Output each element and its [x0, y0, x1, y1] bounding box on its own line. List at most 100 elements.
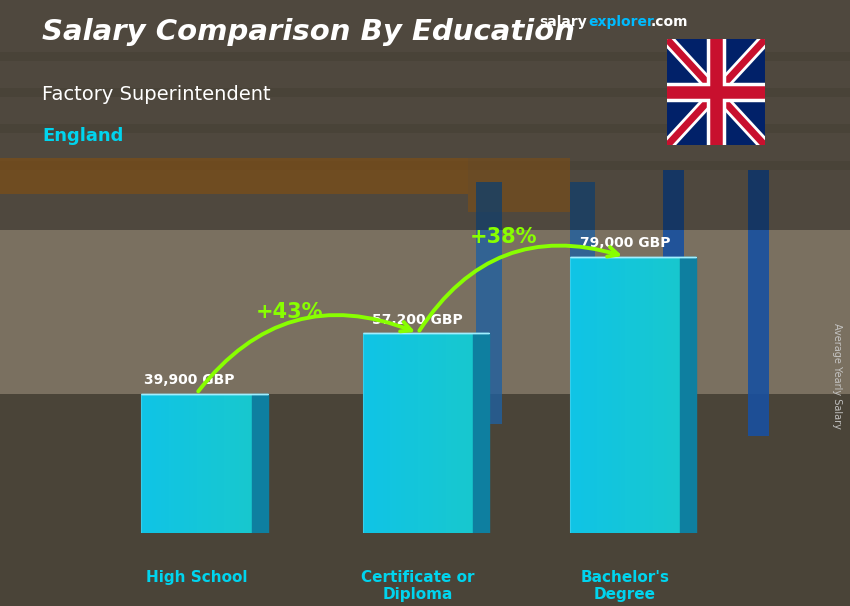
Bar — [163, 393, 166, 533]
Bar — [610, 257, 612, 533]
Bar — [201, 393, 202, 533]
Bar — [436, 333, 439, 533]
Text: +43%: +43% — [256, 302, 323, 322]
Bar — [0, 88, 850, 97]
Bar — [403, 333, 405, 533]
Text: Average Yearly Salary: Average Yearly Salary — [832, 323, 842, 428]
Bar — [638, 257, 640, 533]
Bar — [173, 393, 175, 533]
Bar — [224, 393, 226, 533]
Bar — [571, 257, 574, 533]
Bar — [464, 333, 466, 533]
Bar — [147, 393, 149, 533]
Bar — [160, 393, 162, 533]
Bar — [388, 333, 390, 533]
Text: Certificate or
Diploma: Certificate or Diploma — [361, 570, 474, 602]
Bar — [660, 257, 662, 533]
Bar — [449, 333, 451, 533]
Bar — [653, 257, 655, 533]
Bar — [165, 393, 167, 533]
Bar — [675, 257, 677, 533]
Bar — [154, 393, 156, 533]
Bar — [651, 257, 653, 533]
Bar — [453, 333, 455, 533]
Bar — [586, 257, 588, 533]
FancyArrowPatch shape — [419, 245, 618, 331]
Bar — [401, 333, 404, 533]
Bar — [468, 333, 470, 533]
Bar — [167, 393, 169, 533]
Bar — [385, 333, 387, 533]
Bar — [645, 257, 648, 533]
Bar — [207, 393, 210, 533]
Bar — [618, 257, 620, 533]
Bar — [615, 257, 618, 533]
Text: Bachelor's
Degree: Bachelor's Degree — [581, 570, 670, 602]
Bar — [220, 393, 223, 533]
Bar — [174, 393, 177, 533]
Bar — [376, 333, 377, 533]
Text: +38%: +38% — [470, 227, 537, 247]
Bar — [0, 0, 850, 230]
Bar — [584, 257, 586, 533]
Bar — [678, 257, 681, 533]
Polygon shape — [252, 393, 268, 533]
Bar — [228, 393, 230, 533]
Bar — [431, 333, 433, 533]
Bar — [472, 333, 473, 533]
Bar — [654, 257, 657, 533]
Bar — [394, 333, 396, 533]
Bar — [169, 393, 171, 533]
Bar — [590, 257, 592, 533]
Bar — [469, 333, 472, 533]
Text: Factory Superintendent: Factory Superintendent — [42, 85, 271, 104]
Bar — [623, 257, 626, 533]
Bar — [371, 333, 374, 533]
Bar — [458, 333, 461, 533]
Bar — [621, 257, 623, 533]
Bar — [212, 393, 213, 533]
Bar — [382, 333, 385, 533]
Bar — [362, 333, 365, 533]
Bar — [612, 257, 615, 533]
Bar — [581, 257, 583, 533]
Bar — [636, 257, 638, 533]
Bar — [241, 393, 243, 533]
Bar — [411, 333, 413, 533]
Bar — [601, 257, 603, 533]
Bar — [414, 333, 416, 533]
Bar — [185, 393, 188, 533]
Bar — [396, 333, 398, 533]
Bar — [433, 333, 435, 533]
Bar — [374, 333, 376, 533]
Text: explorer: explorer — [588, 15, 654, 29]
Bar — [669, 257, 672, 533]
Bar — [647, 257, 649, 533]
Bar — [237, 393, 240, 533]
Bar — [626, 257, 629, 533]
Text: High School: High School — [145, 570, 247, 585]
Bar — [178, 393, 180, 533]
Bar — [242, 393, 245, 533]
Bar — [150, 393, 153, 533]
Bar — [377, 333, 379, 533]
Bar — [455, 333, 457, 533]
Bar — [230, 393, 232, 533]
Bar — [196, 393, 199, 533]
Bar — [418, 333, 420, 533]
Bar — [640, 257, 642, 533]
Bar — [634, 257, 637, 533]
Bar — [379, 333, 382, 533]
Text: Salary Comparison By Education: Salary Comparison By Education — [42, 18, 575, 46]
Bar — [0, 158, 468, 194]
Bar — [438, 333, 440, 533]
Bar — [649, 257, 651, 533]
Bar — [447, 333, 450, 533]
Bar — [184, 393, 186, 533]
Bar — [599, 257, 601, 533]
Bar — [213, 393, 215, 533]
Polygon shape — [680, 257, 696, 533]
Bar — [420, 333, 422, 533]
Bar — [245, 393, 246, 533]
Bar — [158, 393, 160, 533]
